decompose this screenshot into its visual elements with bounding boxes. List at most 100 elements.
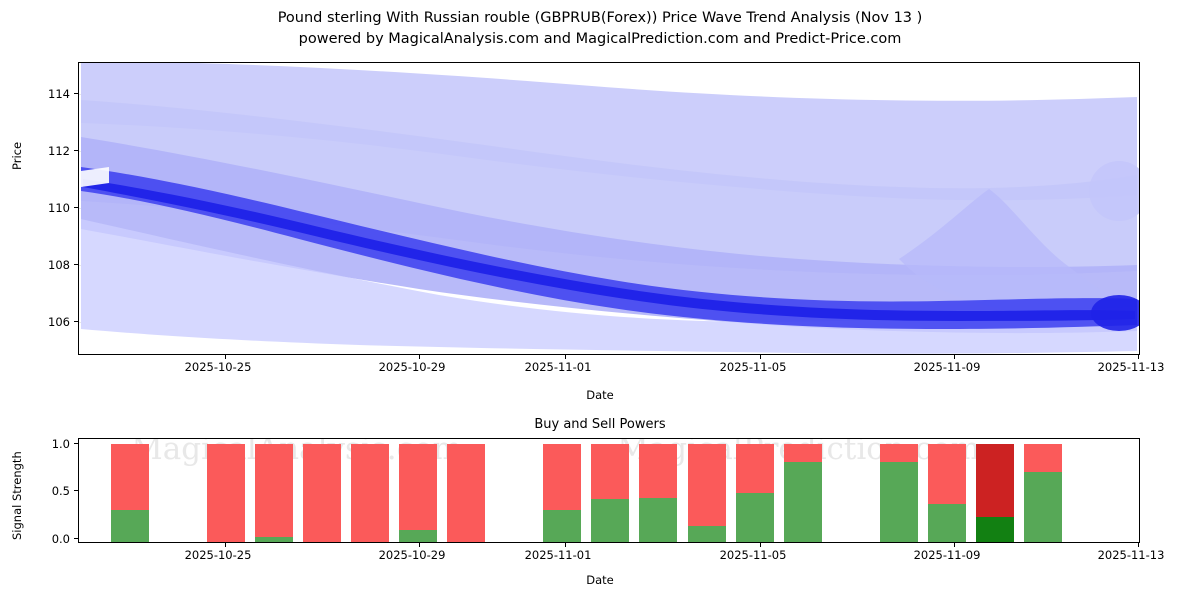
sell-power-segment	[975, 444, 1014, 517]
ytickmark2-1	[74, 443, 78, 444]
sell-power-segment	[447, 444, 486, 542]
xtick1-2025-11-05: 2025-11-05	[719, 360, 787, 374]
buy-power-segment	[255, 537, 294, 542]
gridline-x-6	[1139, 63, 1140, 354]
xtickmark2-1	[225, 543, 226, 547]
buy-power-segment	[543, 509, 582, 542]
sell-power-segment	[399, 444, 438, 531]
signal-bar	[783, 444, 822, 542]
xtick1-2025-10-29: 2025-10-29	[378, 360, 446, 374]
buy-power-segment	[783, 461, 822, 542]
sell-power-segment	[543, 444, 582, 510]
ytick2-0.0: 0.0	[51, 532, 70, 546]
xtickmark2-4	[760, 543, 761, 547]
signal-bar	[351, 444, 390, 542]
ytick-106: 106	[48, 315, 70, 329]
xtick2-2025-11-13: 2025-11-13	[1097, 548, 1165, 562]
signal-bar	[975, 444, 1014, 542]
signal-bar	[927, 444, 966, 542]
ytickmark-108	[74, 264, 78, 265]
sell-power-segment	[303, 444, 342, 542]
signal-bar	[399, 444, 438, 542]
price-wave-plot-area: MagicalAnalysis.com MagicalPrediction.co…	[78, 62, 1140, 355]
ytick2-1.0: 1.0	[51, 437, 70, 451]
xtick1-2025-10-25: 2025-10-25	[184, 360, 252, 374]
xtick2-2025-11-01: 2025-11-01	[524, 548, 592, 562]
buy-power-segment	[1023, 472, 1062, 542]
xtick2-2025-10-25: 2025-10-25	[184, 548, 252, 562]
ytick-114: 114	[48, 87, 70, 101]
signal-bar	[303, 444, 342, 542]
sell-power-segment	[735, 444, 774, 493]
xtickmark2-5	[954, 543, 955, 547]
buy-power-segment	[639, 497, 678, 542]
sell-power-segment	[110, 444, 149, 510]
signal-bar	[639, 444, 678, 542]
signal-strength-axis-label: Signal Strength	[10, 451, 24, 540]
xtickmark1-1	[225, 355, 226, 359]
signal-bar	[207, 444, 245, 542]
buy-power-segment	[110, 509, 149, 542]
ytickmark-106	[74, 321, 78, 322]
xtickmark2-2	[419, 543, 420, 547]
buy-power-segment	[927, 503, 966, 542]
signal-bar	[1023, 444, 1062, 542]
buy-sell-title: Buy and Sell Powers	[534, 417, 666, 432]
buy-power-segment	[687, 526, 726, 542]
sell-power-segment	[351, 444, 390, 542]
date-axis-label-top: Date	[586, 388, 614, 402]
ytickmark2-05	[74, 490, 78, 491]
ytick2-0.5: 0.5	[51, 484, 70, 498]
buy-power-segment	[399, 530, 438, 542]
sell-power-segment	[1023, 444, 1062, 473]
buy-power-segment	[591, 498, 630, 542]
signal-bar	[447, 444, 486, 542]
ytick-110: 110	[48, 201, 70, 215]
xtick1-2025-11-01: 2025-11-01	[524, 360, 592, 374]
xtickmark1-6	[1138, 355, 1139, 359]
buy-sell-plot-area: MagicalAnalysis.com MagicalPrediction.co…	[78, 438, 1140, 543]
ytickmark2-0	[74, 538, 78, 539]
xtickmark1-3	[565, 355, 566, 359]
signal-bar	[591, 444, 630, 542]
xtick1-2025-11-09: 2025-11-09	[913, 360, 981, 374]
price-axis-label: Price	[10, 141, 24, 170]
xtickmark1-2	[419, 355, 420, 359]
sell-power-segment	[591, 444, 630, 499]
signal-bar	[110, 444, 149, 542]
xtickmark2-3	[565, 543, 566, 547]
sell-power-segment	[207, 444, 245, 542]
sell-power-segment	[879, 444, 918, 462]
buy-power-segment	[975, 516, 1014, 542]
chart-title-line-1: Pound sterling With Russian rouble (GBPR…	[277, 10, 923, 26]
bars-layer	[79, 439, 1139, 542]
signal-bar	[543, 444, 582, 542]
sell-power-segment	[783, 444, 822, 462]
price-wave-bands	[81, 63, 1139, 354]
date-axis-label-bottom: Date	[586, 573, 614, 587]
buy-power-segment	[735, 493, 774, 542]
signal-bar	[255, 444, 294, 542]
buy-power-segment	[879, 461, 918, 542]
chart-title-line-2: powered by MagicalAnalysis.com and Magic…	[298, 31, 902, 47]
xtick2-2025-10-29: 2025-10-29	[378, 548, 446, 562]
sell-power-segment	[927, 444, 966, 504]
ytickmark-112	[74, 150, 78, 151]
signal-bar	[687, 444, 726, 542]
signal-bar	[735, 444, 774, 542]
signal-bar	[879, 444, 918, 542]
ytick-108: 108	[48, 258, 70, 272]
chart-title-block: Pound sterling With Russian rouble (GBPR…	[0, 8, 1200, 50]
ytick-112: 112	[48, 144, 70, 158]
xtick1-2025-11-13: 2025-11-13	[1097, 360, 1165, 374]
xtickmark2-6	[1138, 543, 1139, 547]
sell-power-segment	[639, 444, 678, 498]
xtickmark1-5	[954, 355, 955, 359]
xtickmark1-4	[760, 355, 761, 359]
ytickmark-114	[74, 93, 78, 94]
sell-power-segment	[255, 444, 294, 538]
ytickmark-110	[74, 207, 78, 208]
xtick2-2025-11-09: 2025-11-09	[913, 548, 981, 562]
xtick2-2025-11-05: 2025-11-05	[719, 548, 787, 562]
